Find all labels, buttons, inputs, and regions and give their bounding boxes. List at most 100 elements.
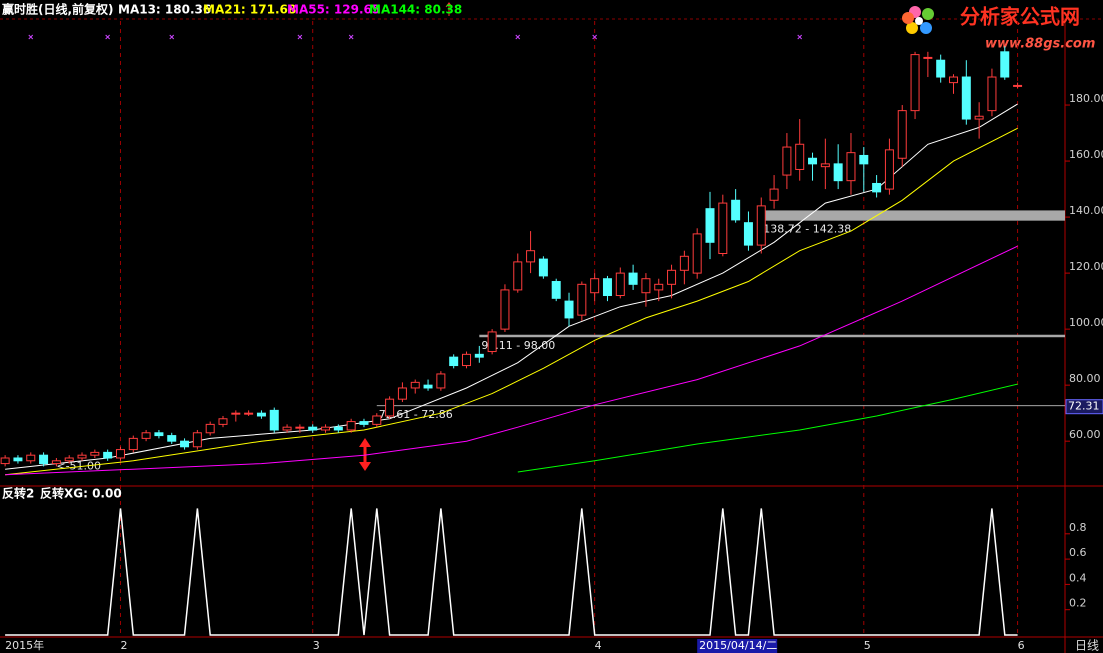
candle-body xyxy=(654,283,664,291)
legend-entry: MA144: 80.38 xyxy=(369,3,462,17)
price-level xyxy=(479,334,1065,338)
signal-arrow xyxy=(359,438,371,471)
candle-body xyxy=(64,457,74,462)
candle-body xyxy=(308,426,318,431)
y-tick-label: 140.00 xyxy=(1069,204,1103,217)
y-tick-label: 80.00 xyxy=(1069,372,1101,385)
x-tick-label: 2 xyxy=(120,639,127,652)
legend-entry: 反转XG: 0.00 xyxy=(40,486,122,501)
candle-body xyxy=(923,56,933,59)
logo-petal xyxy=(902,12,914,24)
signal-mark xyxy=(169,34,175,40)
chart-title: 赢时胜(日线,前复权) xyxy=(2,2,114,17)
candle-body xyxy=(128,437,138,451)
candle-body xyxy=(526,250,536,263)
price-level-label: 72.61 - 72.86 xyxy=(379,408,453,421)
price-level xyxy=(376,405,1066,407)
y-tick-label: 180.00 xyxy=(1069,92,1103,105)
ma-line xyxy=(517,383,1018,473)
candle-body xyxy=(577,283,587,316)
candle-body xyxy=(564,300,574,319)
candle-body xyxy=(436,373,446,389)
candle-body xyxy=(410,381,420,389)
candle-body xyxy=(295,426,305,429)
y-tick-label: 60.00 xyxy=(1069,428,1101,441)
signal-mark xyxy=(797,34,803,40)
candle-body xyxy=(808,157,818,165)
candle-body xyxy=(449,356,459,367)
candle-body xyxy=(167,435,177,442)
logo-title: 分析家公式网 xyxy=(960,5,1080,29)
y-tick-label: 160.00 xyxy=(1069,148,1103,161)
y-tick-label: 100.00 xyxy=(1069,316,1103,329)
candle-body xyxy=(602,278,612,297)
x-tick-label: 5 xyxy=(864,639,871,652)
candle-body xyxy=(1000,51,1010,78)
header-arrow xyxy=(445,2,453,16)
candle-body xyxy=(141,432,151,439)
candle-body xyxy=(974,115,984,120)
candle-body xyxy=(103,451,113,459)
candle-body xyxy=(397,387,407,400)
y-tick-label: 0.2 xyxy=(1069,597,1087,610)
cursor-date: 2015/04/14/二 xyxy=(699,639,777,652)
candle-body xyxy=(256,412,266,417)
candle-body xyxy=(692,233,702,274)
candle-body xyxy=(910,54,920,112)
y-tick-label: 120.00 xyxy=(1069,260,1103,273)
candle-body xyxy=(949,76,959,84)
logo-petal xyxy=(922,8,934,20)
candle-body xyxy=(884,149,894,190)
candle-body xyxy=(154,432,164,437)
candle-body xyxy=(756,205,766,246)
candle-body xyxy=(641,278,651,294)
signal-mark xyxy=(515,34,521,40)
candle-body xyxy=(846,152,856,182)
candle-body xyxy=(820,163,830,168)
candle-body xyxy=(282,426,292,431)
logo-center xyxy=(915,17,923,25)
x-tick-label: 4 xyxy=(595,639,602,652)
indicator-title: 反转2 xyxy=(2,486,34,501)
x-axis-label: 日线 xyxy=(1075,639,1099,653)
candle-body xyxy=(115,449,125,459)
x-tick-label: 3 xyxy=(313,639,320,652)
ma-line xyxy=(5,245,1018,476)
ma-line xyxy=(5,127,1018,476)
logo-url: www.88gs.com xyxy=(985,37,1095,52)
candle-body xyxy=(218,418,228,425)
candle-body xyxy=(551,281,561,299)
candle-body xyxy=(461,353,471,367)
logo-petal xyxy=(906,22,918,34)
candle-body xyxy=(192,432,202,448)
candle-body xyxy=(269,409,279,431)
candle-body xyxy=(628,272,638,285)
candle-body xyxy=(769,188,779,201)
candle-body xyxy=(936,59,946,78)
candle-body xyxy=(372,415,382,425)
candle-body xyxy=(731,199,741,221)
candle-body xyxy=(359,421,369,425)
candle-body xyxy=(244,412,254,415)
candle-body xyxy=(500,289,510,330)
candle-body xyxy=(51,460,61,465)
candle-body xyxy=(513,261,523,291)
candle-body xyxy=(205,423,215,434)
candle-body xyxy=(474,353,484,358)
candle-body xyxy=(487,331,497,353)
candle-body xyxy=(333,426,343,431)
candle-body xyxy=(987,76,997,112)
arrow-head xyxy=(445,2,453,8)
y-tick-label: 0.4 xyxy=(1069,571,1087,584)
candle-body xyxy=(961,76,971,120)
candle-body xyxy=(743,222,753,246)
candle-body xyxy=(1013,84,1023,87)
price-level xyxy=(761,210,1065,221)
cursor-price-box xyxy=(1065,399,1103,415)
legend-entry: MA21: 171.68 xyxy=(203,3,296,17)
price-level-label: 138.72 - 142.38 xyxy=(763,223,851,236)
y-tick-label: 0.8 xyxy=(1069,521,1087,534)
indicator-line xyxy=(5,508,1018,636)
